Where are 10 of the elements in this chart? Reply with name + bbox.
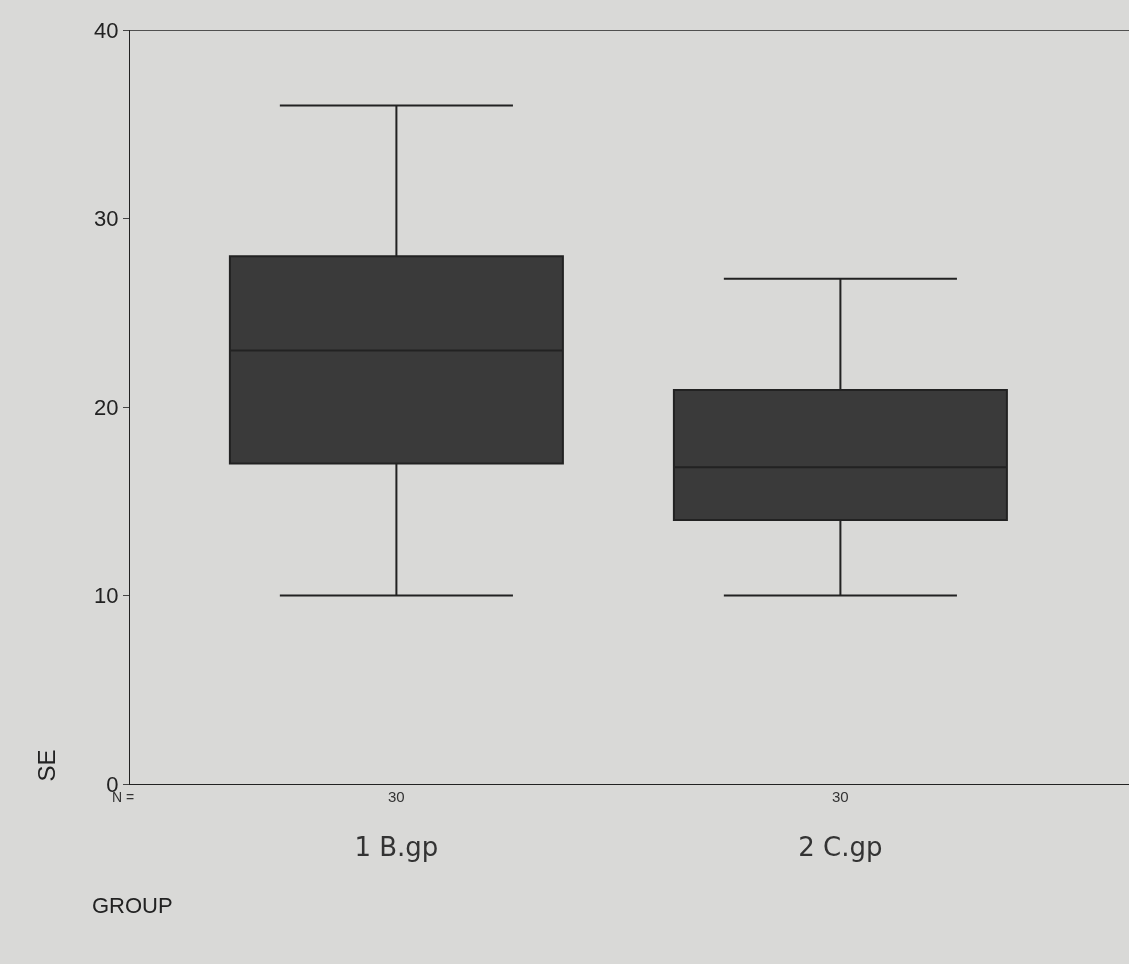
x-tick-label: 1 B.gp: [354, 832, 439, 863]
x-axis-title: GROUP: [92, 893, 173, 918]
y-tick-label: 30: [94, 206, 119, 232]
y-axis-title: SE: [32, 749, 60, 782]
text: 30: [832, 788, 849, 805]
y-tick-label: 40: [94, 17, 119, 43]
x-tick-label: 2 C.gp: [798, 832, 883, 863]
y-tick-label: 10: [94, 583, 119, 609]
text: 30: [388, 788, 405, 805]
y-tick-label: 20: [94, 394, 119, 420]
